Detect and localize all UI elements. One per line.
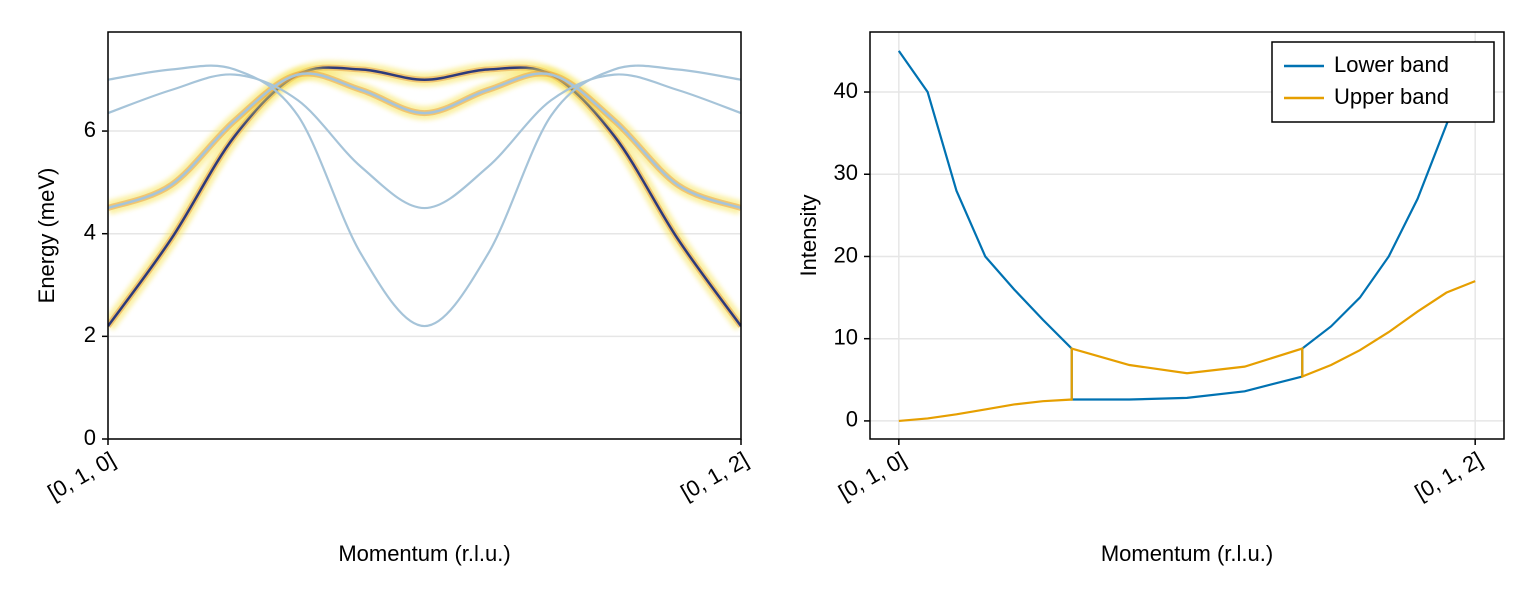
x-tick-label: [0, 1, 0]: [43, 447, 119, 505]
legend-label: Upper band: [1334, 84, 1449, 109]
series-line: [108, 66, 741, 327]
x-axis-label: Momentum (r.l.u.): [338, 541, 510, 566]
plot-frame: [107, 31, 742, 440]
y-tick-label: 0: [846, 407, 858, 432]
y-tick-label: 20: [834, 242, 858, 267]
y-tick-label: 6: [84, 117, 96, 142]
x-axis-label: Momentum (r.l.u.): [1101, 541, 1273, 566]
legend-box: [1271, 41, 1495, 123]
x-tick-label: [0, 1, 2]: [1411, 447, 1487, 505]
y-axis-label: Energy (meV): [34, 168, 59, 304]
y-tick-label: 40: [834, 78, 858, 103]
y-tick-label: 30: [834, 160, 858, 185]
y-tick-label: 0: [84, 425, 96, 450]
series-line: [108, 73, 741, 210]
series-line: [108, 72, 741, 210]
legend-label: Lower band: [1334, 52, 1449, 77]
x-tick-label: [0, 1, 2]: [676, 447, 752, 505]
plot-lines: [897, 50, 1477, 423]
plot-lines: [108, 60, 741, 331]
y-axis-label: Intensity: [796, 195, 821, 277]
series-line: [897, 50, 1477, 401]
y-tick-label: 10: [834, 325, 858, 350]
series-line: [108, 64, 741, 328]
y-tick-label: 4: [84, 220, 96, 245]
x-tick-label: [0, 1, 0]: [834, 447, 910, 505]
series-line: [898, 280, 1476, 423]
plot-frame: [869, 31, 1505, 440]
y-tick-label: 2: [84, 322, 96, 347]
